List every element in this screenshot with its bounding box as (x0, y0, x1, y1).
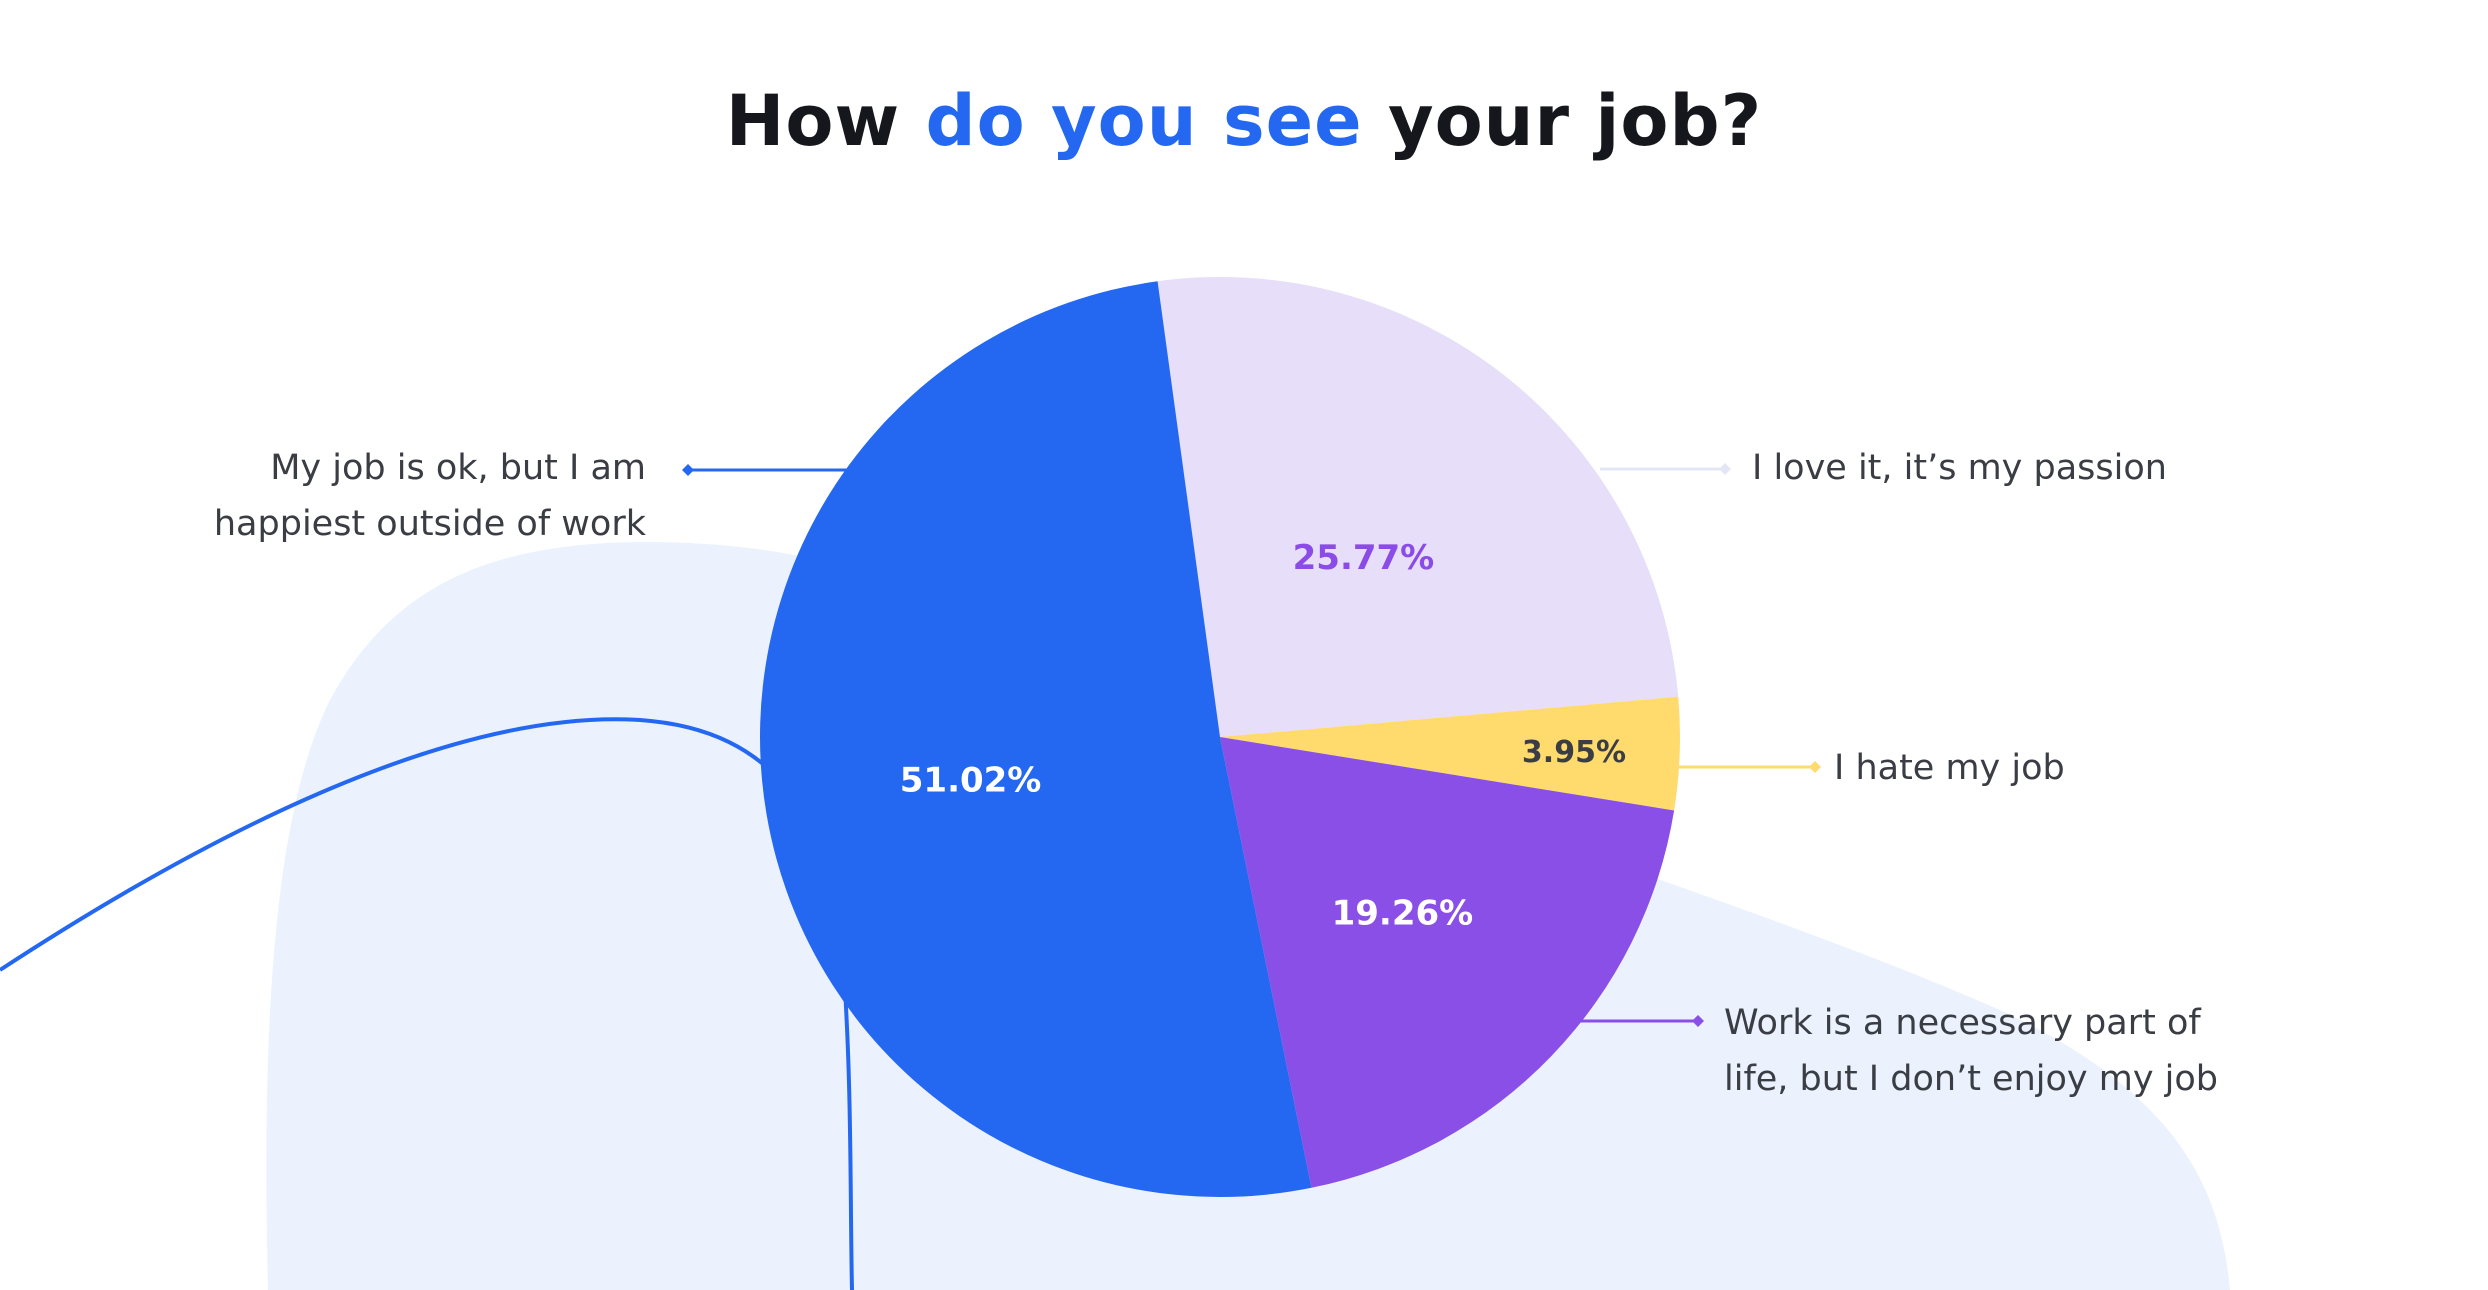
legend-love-line1: I love it, it’s my passion (1752, 448, 2167, 488)
value-label-necessary: 19.26% (1332, 893, 1474, 933)
legend-ok-line1: My job is ok, but I am (270, 448, 646, 488)
title-part-2: do you see (925, 80, 1363, 162)
leader-marker-ok (682, 464, 694, 476)
leader-marker-love (1719, 463, 1731, 475)
value-label-ok: 51.02% (900, 760, 1042, 800)
legend-ok-line2: happiest outside of work (213, 504, 646, 544)
legend-love: I love it, it’s my passion (1752, 440, 2167, 496)
legend-hate-line1: I hate my job (1834, 748, 2065, 788)
pie-slice-necessary (1220, 737, 1675, 1188)
leader-marker-hate (1809, 761, 1821, 773)
legend-hate: I hate my job (1834, 740, 2065, 796)
pie-slice-ok (760, 281, 1312, 1197)
legend-necessary: Work is a necessary part of life, but I … (1724, 995, 2218, 1107)
title-part-1: How (725, 80, 926, 162)
leader-marker-necessary (1692, 1015, 1704, 1027)
leader-lines (682, 463, 1821, 1027)
decorative-curve (0, 717, 854, 1290)
page-title: How do you see your job? (0, 80, 2488, 162)
pie-slice-love (1157, 277, 1679, 737)
legend-necessary-line2: life, but I don’t enjoy my job (1724, 1059, 2219, 1099)
title-part-3: your job? (1362, 80, 1763, 162)
pie-slices (760, 277, 1680, 1197)
value-labels: 25.77% 3.95% 19.26% 51.02% (900, 538, 1626, 933)
pie-slice-hate (1220, 696, 1680, 811)
legend-necessary-line1: Work is a necessary part of (1724, 1003, 2201, 1043)
value-label-love: 25.77% (1293, 538, 1435, 578)
value-label-hate: 3.95% (1522, 735, 1626, 770)
legend-ok: My job is ok, but I am happiest outside … (140, 440, 646, 552)
